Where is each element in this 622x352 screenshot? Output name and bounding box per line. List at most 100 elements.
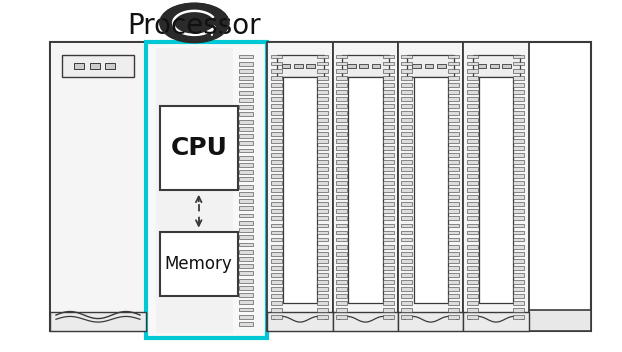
Bar (239, 120, 253, 124)
Bar (239, 243, 253, 246)
Bar (513, 55, 524, 58)
Bar (401, 224, 412, 227)
Bar (317, 69, 328, 73)
Bar (513, 111, 524, 115)
Bar (317, 245, 328, 249)
Bar (466, 238, 478, 241)
Bar (277, 55, 323, 77)
Bar (401, 273, 412, 277)
Bar (271, 231, 282, 234)
Bar (271, 132, 282, 136)
Bar (448, 160, 459, 164)
Bar (271, 216, 282, 220)
Bar (383, 231, 394, 234)
Bar (448, 224, 459, 227)
Bar (412, 64, 421, 69)
Bar (383, 153, 394, 157)
Bar (383, 167, 394, 171)
Bar (383, 259, 394, 263)
Bar (466, 231, 478, 234)
Bar (336, 97, 347, 101)
Text: CPU: CPU (170, 136, 227, 160)
Bar (317, 209, 328, 213)
Bar (401, 167, 412, 171)
Bar (448, 273, 459, 277)
Bar (383, 111, 394, 115)
Bar (513, 146, 524, 150)
Bar (90, 63, 100, 69)
Bar (513, 167, 524, 171)
Bar (271, 160, 282, 164)
Bar (401, 209, 412, 213)
Bar (513, 97, 524, 101)
Bar (372, 64, 381, 69)
Bar (239, 69, 253, 73)
Bar (383, 202, 394, 206)
Bar (239, 76, 253, 80)
Bar (401, 69, 412, 73)
Bar (466, 209, 478, 213)
Bar (466, 315, 478, 319)
Bar (317, 167, 328, 171)
Bar (463, 42, 529, 331)
Bar (383, 273, 394, 277)
Bar (401, 315, 412, 319)
Bar (448, 308, 459, 312)
Bar (317, 174, 328, 178)
Bar (383, 294, 394, 298)
Bar (336, 118, 347, 122)
Bar (401, 287, 412, 291)
Bar (271, 252, 282, 256)
Bar (271, 125, 282, 129)
Bar (466, 83, 478, 87)
Bar (317, 301, 328, 305)
Bar (336, 315, 347, 319)
Bar (50, 312, 146, 331)
Bar (50, 42, 146, 331)
Bar (267, 312, 333, 331)
Bar (448, 167, 459, 171)
Bar (348, 77, 383, 303)
Bar (336, 252, 347, 256)
Bar (448, 294, 459, 298)
Bar (160, 232, 238, 296)
Bar (317, 153, 328, 157)
Bar (336, 231, 347, 234)
Bar (271, 174, 282, 178)
Bar (466, 273, 478, 277)
Bar (383, 266, 394, 270)
Bar (336, 111, 347, 115)
Bar (466, 202, 478, 206)
Bar (160, 106, 238, 190)
Bar (239, 185, 253, 189)
Bar (317, 259, 328, 263)
Bar (336, 280, 347, 284)
Bar (271, 146, 282, 150)
Bar (271, 315, 282, 319)
Bar (239, 134, 253, 138)
Bar (239, 91, 253, 95)
Bar (466, 287, 478, 291)
Bar (336, 125, 347, 129)
Bar (383, 132, 394, 136)
Bar (448, 76, 459, 80)
Bar (448, 195, 459, 199)
Bar (239, 62, 253, 66)
Bar (473, 55, 519, 77)
Bar (401, 76, 412, 80)
Bar (336, 55, 347, 58)
Bar (336, 132, 347, 136)
Bar (466, 280, 478, 284)
Bar (437, 64, 446, 69)
Bar (239, 141, 253, 145)
Bar (336, 238, 347, 241)
Bar (503, 64, 511, 69)
Bar (513, 252, 524, 256)
Bar (513, 69, 524, 73)
Bar (271, 55, 282, 58)
Bar (383, 139, 394, 143)
Bar (239, 322, 253, 326)
Bar (513, 231, 524, 234)
Bar (50, 310, 591, 331)
Bar (239, 177, 253, 181)
